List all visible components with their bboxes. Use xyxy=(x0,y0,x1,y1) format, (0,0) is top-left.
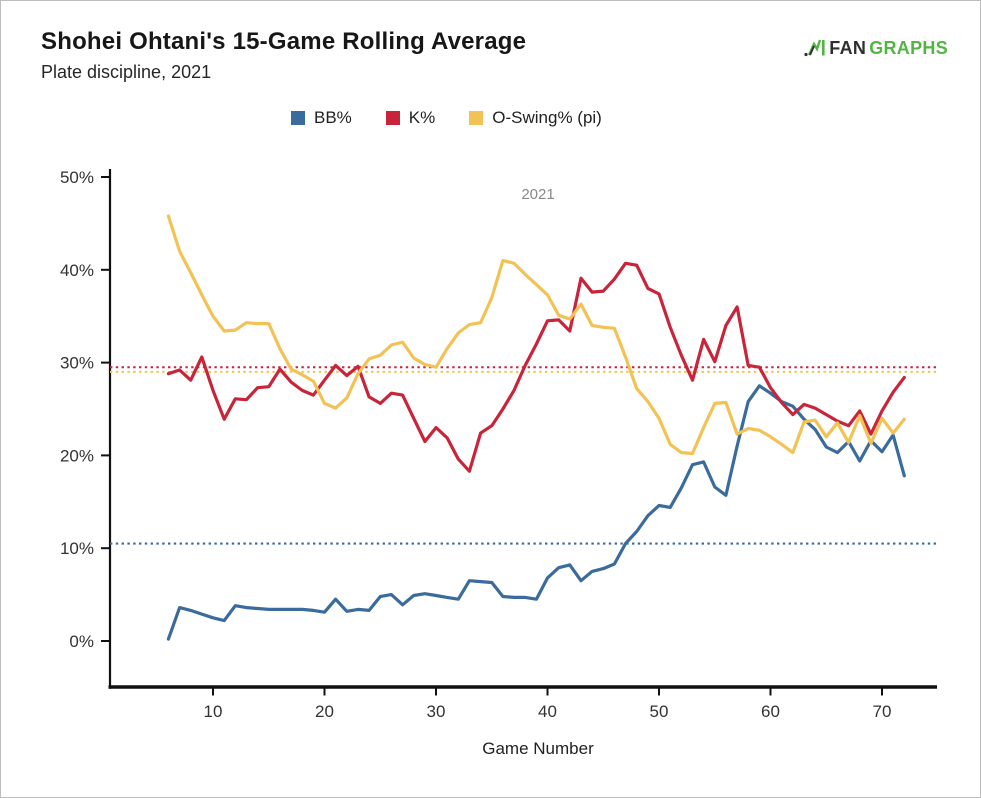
bb-swatch-icon xyxy=(291,111,305,125)
series-line-O-Swing% (pi) xyxy=(166,214,906,456)
y-tick-label: 50% xyxy=(60,168,94,187)
y-tick-label: 10% xyxy=(60,539,94,558)
x-tick-label: 60 xyxy=(761,702,780,721)
series-line-K% xyxy=(166,261,906,473)
legend-item-oswing[interactable]: O-Swing% (pi) xyxy=(469,108,602,128)
chart-legend: BB% K% O-Swing% (pi) xyxy=(291,108,602,128)
x-axis-label: Game Number xyxy=(482,739,594,758)
legend-item-k[interactable]: K% xyxy=(385,108,436,128)
oswing-swatch-icon xyxy=(469,111,484,125)
legend-label-k: K% xyxy=(408,108,436,127)
y-tick-label: 20% xyxy=(60,446,94,465)
inner-year-label: 2021 xyxy=(521,186,554,203)
x-tick-label: 50 xyxy=(650,702,669,721)
legend-item-bb[interactable]: BB% xyxy=(291,108,352,128)
k-swatch-icon xyxy=(385,111,400,125)
fangraphs-logo-icon xyxy=(804,37,826,59)
page-title: Shohei Ohtani's 15-Game Rolling Average xyxy=(41,28,527,55)
legend-label-oswing: O-Swing% (pi) xyxy=(492,108,602,127)
y-tick-label: 0% xyxy=(69,632,94,651)
legend-label-bb: BB% xyxy=(314,108,352,127)
y-tick-label: 40% xyxy=(60,261,94,280)
x-tick-label: 40 xyxy=(538,702,557,721)
x-tick-label: 20 xyxy=(315,702,334,721)
logo-text-fan: FAN xyxy=(829,37,867,58)
x-tick-label: 30 xyxy=(427,702,446,721)
x-tick-label: 10 xyxy=(204,702,223,721)
fangraphs-logo[interactable]: FAN GRAPHS xyxy=(804,37,948,59)
logo-text-graphs: GRAPHS xyxy=(869,37,948,58)
y-tick-label: 30% xyxy=(60,354,94,373)
series-line-BB% xyxy=(166,384,906,641)
x-tick-label: 70 xyxy=(873,702,892,721)
page-subtitle: Plate discipline, 2021 xyxy=(41,62,212,82)
